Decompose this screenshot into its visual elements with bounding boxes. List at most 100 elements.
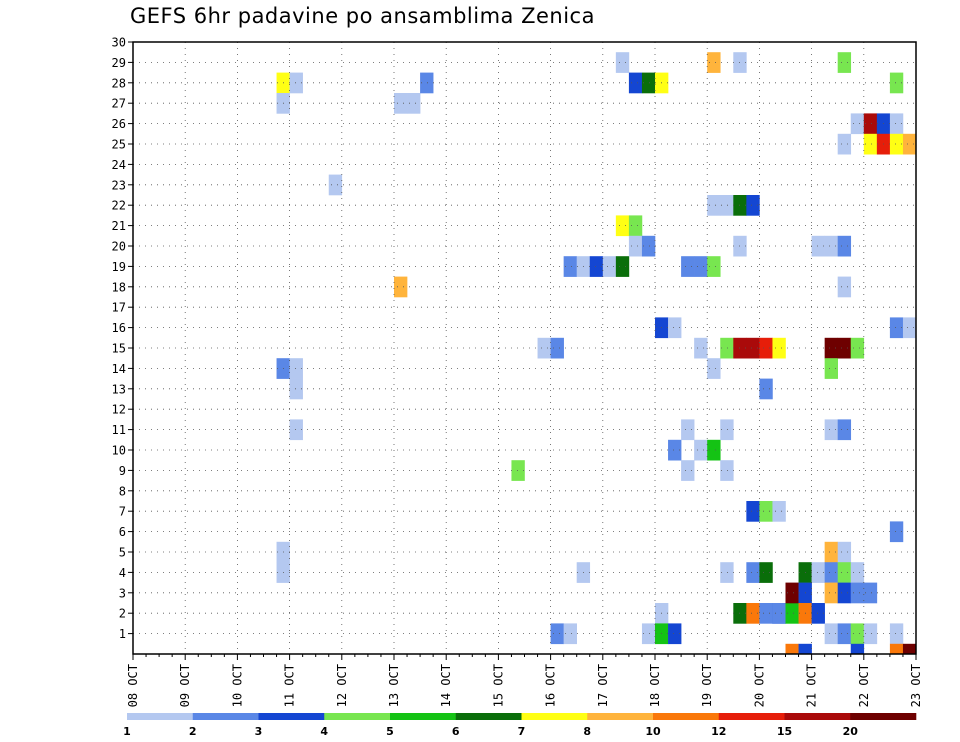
y-tick-label: 9 <box>119 464 126 478</box>
heatmap-cell <box>824 582 838 604</box>
heatmap-cell <box>707 439 721 461</box>
y-axis-ticks: 1234567891011121314151617181920212223242… <box>112 36 133 641</box>
legend-label: 6 <box>452 725 460 738</box>
heatmap-cell <box>889 317 904 339</box>
heatmap-cell <box>889 133 904 155</box>
heatmap-cell <box>759 337 773 359</box>
x-tick-label: 13 OCT <box>387 664 401 707</box>
heatmap-cell <box>863 582 878 604</box>
y-tick-label: 22 <box>112 199 126 213</box>
heatmap-cell <box>615 52 630 73</box>
heatmap-cell <box>289 358 303 379</box>
y-tick-label: 3 <box>119 586 126 600</box>
heatmap-cell <box>863 133 878 155</box>
heatmap-cell <box>837 133 852 155</box>
legend-label: 1 <box>123 725 131 738</box>
heatmap-cell <box>850 623 865 645</box>
y-tick-label: 29 <box>112 56 126 70</box>
heatmap-cell <box>628 72 643 94</box>
heatmap-cell <box>420 72 434 94</box>
legend-label: 5 <box>386 725 394 738</box>
heatmap-cell <box>837 562 852 583</box>
heatmap-cell <box>785 603 799 624</box>
y-tick-label: 10 <box>112 444 126 458</box>
heatmap-cell <box>759 562 773 583</box>
heatmap-cell <box>837 541 852 563</box>
legend-swatch <box>718 713 785 720</box>
legend-swatch <box>324 713 391 720</box>
heatmap-cell <box>772 603 786 624</box>
y-tick-label: 26 <box>112 117 126 131</box>
y-tick-label: 15 <box>112 342 126 356</box>
x-tick-label: 19 OCT <box>700 664 714 707</box>
heatmap-cell <box>902 317 917 339</box>
legend-label: 20 <box>843 725 859 738</box>
x-tick-label: 17 OCT <box>596 664 610 707</box>
y-tick-label: 12 <box>112 403 126 417</box>
legend-swatch <box>587 713 654 720</box>
heatmap-cell <box>720 460 734 481</box>
heatmap-cell <box>550 623 564 645</box>
heatmap-cell <box>811 235 825 257</box>
heatmap-cell <box>668 439 682 461</box>
heatmap-cell <box>681 460 695 481</box>
y-tick-label: 7 <box>119 505 126 519</box>
heatmap-cell <box>602 256 617 277</box>
y-tick-label: 8 <box>119 484 126 498</box>
y-tick-label: 16 <box>112 321 126 335</box>
heatmap-cell <box>615 215 630 237</box>
heatmap-cell <box>615 256 630 277</box>
heatmap-cell <box>811 562 825 583</box>
heatmap-cell <box>746 562 760 583</box>
heatmap-cell <box>850 582 865 604</box>
legend-swatch <box>127 713 194 720</box>
heatmap-cell <box>694 256 708 277</box>
legend-label: 8 <box>583 725 591 738</box>
x-tick-label: 09 OCT <box>178 664 192 707</box>
heatmap-cell <box>824 235 838 257</box>
heatmap-cell <box>563 623 577 645</box>
heatmap-cell <box>759 378 773 400</box>
heatmap-cell <box>837 337 852 359</box>
y-tick-label: 23 <box>112 178 126 192</box>
heatmap-cell <box>694 337 708 359</box>
heatmap-cell <box>850 562 865 583</box>
legend-label: 10 <box>645 725 661 738</box>
heatmap-cell <box>863 113 878 135</box>
heatmap-cell <box>746 337 760 359</box>
heatmap-cell <box>289 378 303 400</box>
y-tick-label: 20 <box>112 240 126 254</box>
heatmap-cell <box>589 256 604 277</box>
y-tick-label: 21 <box>112 219 126 233</box>
y-tick-label: 28 <box>112 76 126 90</box>
heatmap-cell <box>785 582 799 604</box>
heatmap-cell <box>668 317 682 339</box>
heatmap-cell <box>707 195 721 216</box>
heatmap-cell <box>889 623 904 645</box>
heatmap-cell <box>694 439 708 461</box>
heatmap-cell <box>863 623 878 645</box>
heatmap-cell <box>707 52 721 73</box>
legend-label: 12 <box>711 725 726 738</box>
y-tick-label: 2 <box>119 607 126 621</box>
heatmap-cell <box>668 623 682 645</box>
heatmap-cell <box>824 623 838 645</box>
x-tick-label: 12 OCT <box>335 664 349 707</box>
heatmap-cell <box>902 133 917 155</box>
heatmap-cell <box>681 419 695 441</box>
x-tick-label: 10 OCT <box>230 664 244 707</box>
y-tick-label: 14 <box>112 362 126 376</box>
heatmap-cell <box>289 72 303 94</box>
y-tick-label: 25 <box>112 138 126 152</box>
heatmap-cell <box>759 603 773 624</box>
heatmap-cell <box>394 93 408 114</box>
heatmap-cell <box>628 235 643 257</box>
heatmap-cell <box>720 562 734 583</box>
heatmap-cell <box>889 72 904 94</box>
heatmap-cell <box>720 337 734 359</box>
heatmap-cell <box>681 256 695 277</box>
y-tick-label: 4 <box>119 566 126 580</box>
heatmap-cell <box>837 276 852 298</box>
heatmap-cell <box>641 623 656 645</box>
heatmap-cell <box>746 195 760 216</box>
